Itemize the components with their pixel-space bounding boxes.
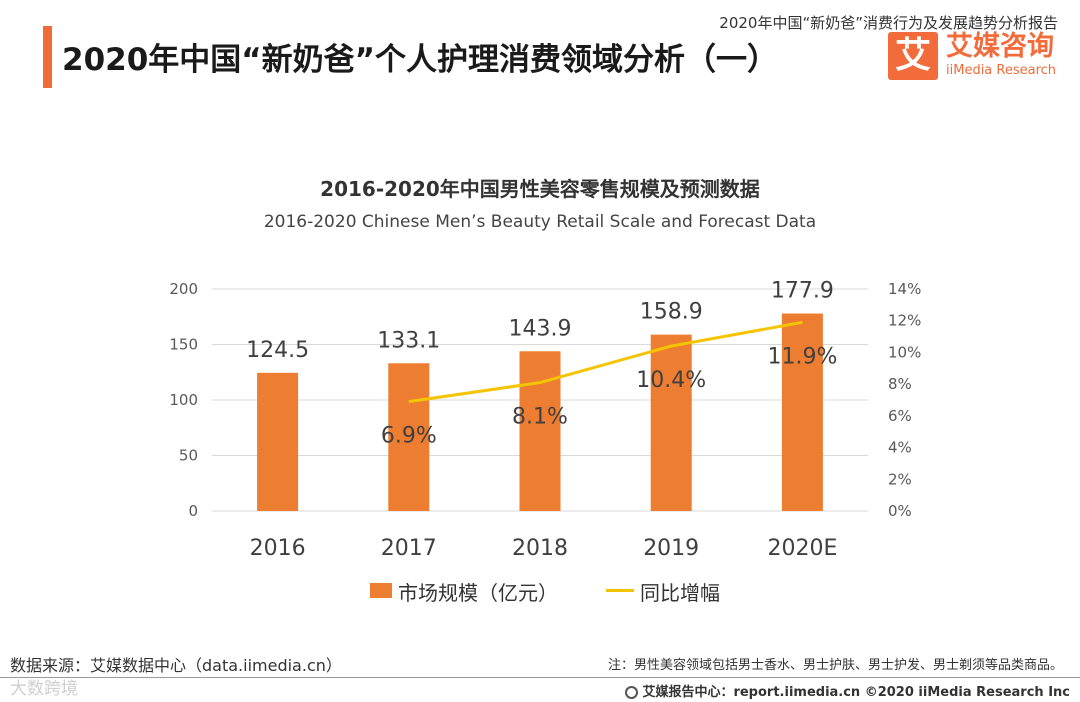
bar-value-label: 133.1 [377,328,440,353]
footer-divider [0,677,1080,678]
y-left-tick-label: 200 [169,280,198,298]
line-value-label: 6.9% [381,424,437,449]
growth-line [408,320,803,404]
y-right-tick-label: 10% [888,343,921,361]
legend-bar-swatch [370,583,392,598]
bar [388,363,430,511]
y-right-tick-label: 8% [888,375,912,393]
x-category-label: 2016 [250,536,306,561]
bar-value-label: 124.5 [246,338,309,363]
page-title: 2020年中国“新奶爸”个人护理消费领域分析（一） [62,42,779,78]
x-category-label: 2020E [767,536,837,561]
footnote: 注：男性美容领域包括男士香水、男士护肤、男士护发、男士剃须等品类商品。 [607,658,1063,673]
y-right-tick-label: 0% [888,502,912,520]
bar-value-label: 177.9 [771,279,834,304]
y-right-tick-label: 6% [888,407,912,425]
legend-line-swatch [606,589,634,592]
globe-icon [625,686,639,699]
y-right-tick-label: 4% [888,439,912,457]
y-left-tick-label: 0 [188,502,198,520]
y-right-tick-label: 14% [888,280,921,298]
y-left-tick-label: 100 [169,391,198,409]
bar [650,334,692,511]
footer-credit-text: 艾媒报告中心：report.iimedia.cn ©2020 iiMedia R… [642,685,1070,700]
logo-name-cn: 艾媒咨询 [946,31,1054,62]
bar [519,351,561,511]
bar-value-label: 143.9 [509,316,572,341]
logo-name-en: iiMedia Research [946,63,1057,78]
footer-credit: 艾媒报告中心：report.iimedia.cn ©2020 iiMedia R… [625,681,1070,700]
x-category-label: 2018 [512,536,568,561]
x-category-label: 2019 [643,536,699,561]
logo-icon: 艾 [888,32,938,80]
report-name: 2020年中国“新奶爸”消费行为及发展趋势分析报告 [719,14,1058,32]
legend-bar-label: 市场规模（亿元） [398,581,558,605]
data-source: 数据来源：艾媒数据中心（data.iimedia.cn） [10,656,342,675]
watermark: 大数跨境 [10,679,78,699]
bar [257,372,299,511]
line-value-label: 10.4% [636,368,706,393]
chart-subtitle: 2016-2020 Chinese Men’s Beauty Retail Sc… [263,212,817,232]
line-value-label: 11.9% [767,344,837,369]
y-right-tick-label: 2% [888,470,912,488]
bar [781,313,823,511]
iimedia-logo: 艾 艾媒咨询 iiMedia Research [888,32,1068,82]
y-left-tick-label: 150 [169,336,198,354]
x-category-label: 2017 [381,536,437,561]
title-accent-bar [43,26,52,88]
bar-value-label: 158.9 [640,300,703,325]
y-left-tick-label: 50 [179,447,198,465]
legend-line-label: 同比增幅 [640,581,720,605]
line-value-label: 8.1% [512,405,568,430]
y-right-tick-label: 12% [888,312,921,330]
chart-title: 2016-2020年中国男性美容零售规模及预测数据 [320,177,760,201]
